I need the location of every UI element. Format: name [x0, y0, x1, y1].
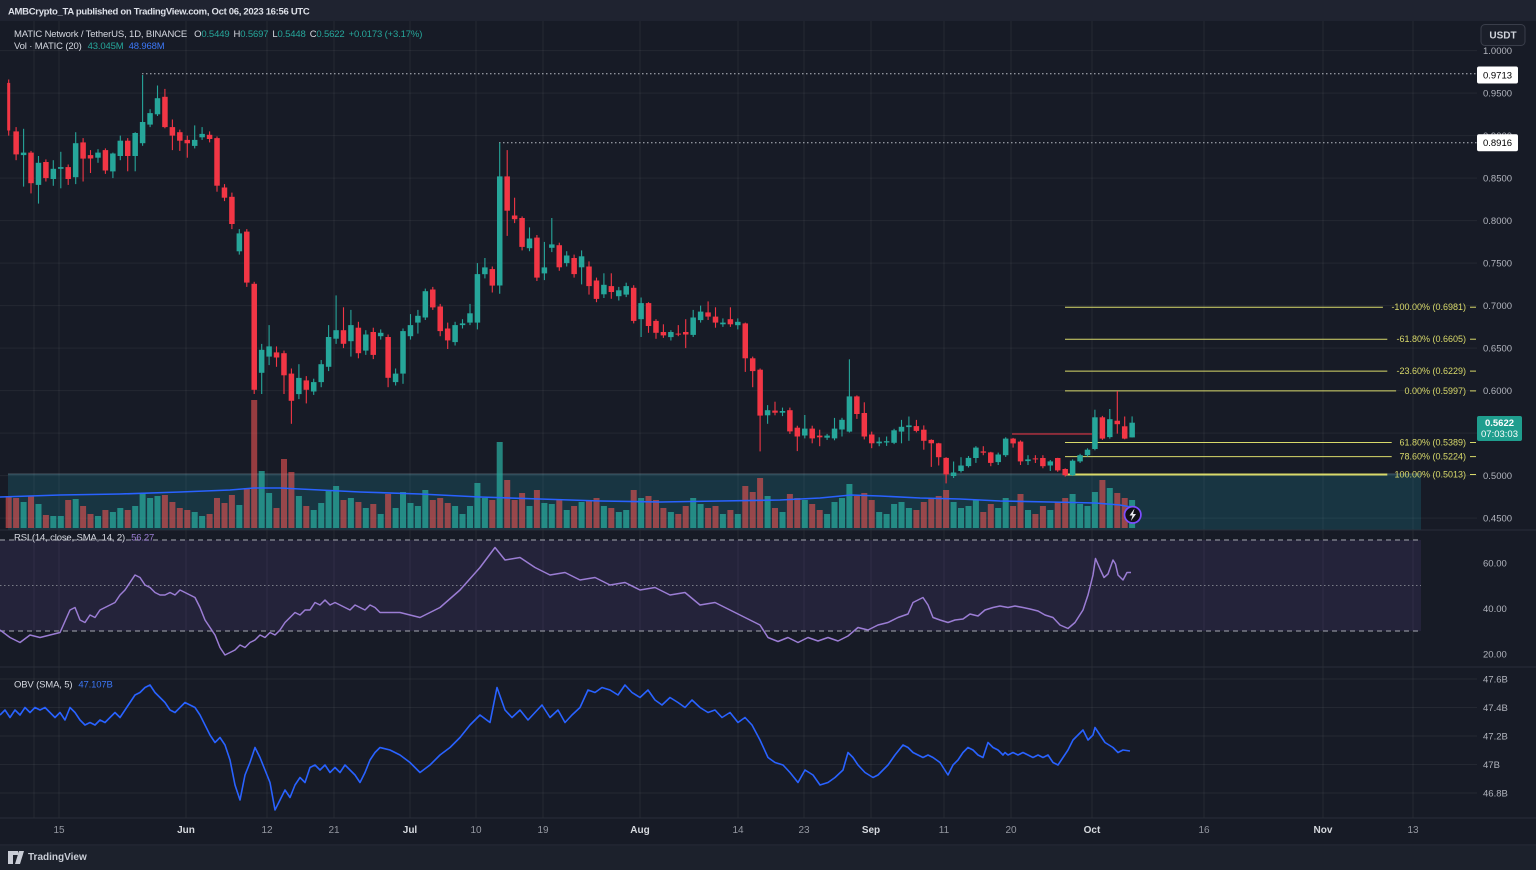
svg-text:60.00: 60.00	[1483, 558, 1507, 569]
svg-text:-61.80% (0.6605): -61.80% (0.6605)	[1396, 334, 1466, 344]
svg-text:13: 13	[1407, 825, 1419, 836]
svg-text:OBV (SMA, 5)47.107B: OBV (SMA, 5) 47.107B	[14, 680, 113, 691]
svg-text:0.5622: 0.5622	[1485, 418, 1514, 429]
svg-text:0.8000: 0.8000	[1483, 216, 1512, 227]
svg-text:100.00% (0.5013): 100.00% (0.5013)	[1394, 470, 1466, 480]
svg-text:Aug: Aug	[630, 825, 649, 836]
svg-text:1.0000: 1.0000	[1483, 46, 1512, 57]
svg-text:78.60% (0.5224): 78.60% (0.5224)	[1399, 452, 1466, 462]
svg-text:19: 19	[537, 825, 549, 836]
svg-text:RSI (14, close, SMA, 14, 2)56.: RSI (14, close, SMA, 14, 2) 56.27	[14, 533, 154, 544]
svg-text:46.8B: 46.8B	[1483, 789, 1508, 800]
svg-text:0.5000: 0.5000	[1483, 471, 1512, 482]
svg-text:0.7000: 0.7000	[1483, 301, 1512, 312]
svg-text:0.4500: 0.4500	[1483, 514, 1512, 525]
svg-text:47.4B: 47.4B	[1483, 703, 1508, 714]
svg-text:15: 15	[53, 825, 65, 836]
svg-text:47.6B: 47.6B	[1483, 675, 1508, 686]
svg-text:0.8916: 0.8916	[1483, 138, 1512, 149]
svg-text:MATIC Network / TetherUS, 1D,: MATIC Network / TetherUS, 1D, BINANCE O0.…	[14, 29, 422, 40]
svg-text:Jul: Jul	[403, 825, 418, 836]
svg-text:Sep: Sep	[862, 825, 880, 836]
svg-text:16: 16	[1198, 825, 1210, 836]
svg-text:0.7500: 0.7500	[1483, 259, 1512, 270]
svg-text:47B: 47B	[1483, 760, 1500, 771]
svg-text:11: 11	[939, 825, 950, 836]
svg-text:Jun: Jun	[177, 825, 195, 836]
svg-text:0.6500: 0.6500	[1483, 344, 1512, 355]
svg-text:-100.00% (0.6981): -100.00% (0.6981)	[1391, 302, 1466, 312]
svg-text:Nov: Nov	[1314, 825, 1333, 836]
svg-text:07:03:03: 07:03:03	[1481, 429, 1518, 440]
svg-text:10: 10	[470, 825, 482, 836]
svg-text:21: 21	[328, 825, 340, 836]
svg-text:0.9713: 0.9713	[1483, 71, 1512, 82]
svg-text:TradingView: TradingView	[28, 852, 87, 863]
svg-text:0.00% (0.5997): 0.00% (0.5997)	[1404, 386, 1466, 396]
svg-text:Oct: Oct	[1084, 825, 1101, 836]
svg-text:20.00: 20.00	[1483, 649, 1507, 660]
svg-text:USDT: USDT	[1489, 31, 1516, 42]
svg-text:23: 23	[798, 825, 810, 836]
svg-text:AMBCrypto_TA published on Trad: AMBCrypto_TA published on TradingView.co…	[8, 7, 310, 18]
svg-text:0.8500: 0.8500	[1483, 174, 1512, 185]
svg-text:14: 14	[732, 825, 744, 836]
svg-text:-23.60% (0.6229): -23.60% (0.6229)	[1396, 366, 1466, 376]
svg-text:47.2B: 47.2B	[1483, 732, 1508, 743]
svg-text:20: 20	[1005, 825, 1017, 836]
svg-text:0.9500: 0.9500	[1483, 89, 1512, 100]
svg-text:40.00: 40.00	[1483, 604, 1507, 615]
svg-text:61.80% (0.5389): 61.80% (0.5389)	[1399, 438, 1466, 448]
svg-text:12: 12	[261, 825, 273, 836]
svg-text:0.6000: 0.6000	[1483, 386, 1512, 397]
